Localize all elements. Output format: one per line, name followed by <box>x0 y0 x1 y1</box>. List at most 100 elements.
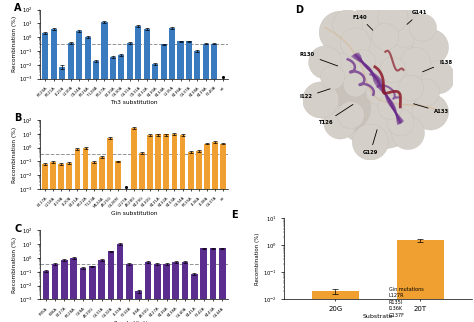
Bar <box>66 163 73 322</box>
Bar <box>204 144 210 322</box>
Circle shape <box>352 4 388 40</box>
Bar <box>173 262 179 322</box>
Circle shape <box>350 50 375 75</box>
Bar <box>210 248 216 322</box>
Bar <box>194 51 201 322</box>
Circle shape <box>412 29 448 65</box>
Bar <box>68 43 74 322</box>
Text: Gin mutations
L127R
R135I
I136K
G137F: Gin mutations L127R R135I I136K G137F <box>389 287 423 318</box>
Text: D: D <box>295 5 303 15</box>
Circle shape <box>421 61 455 94</box>
Text: G141: G141 <box>407 10 428 24</box>
Circle shape <box>352 124 388 160</box>
Y-axis label: Recombination (%): Recombination (%) <box>12 16 17 72</box>
Bar <box>51 29 57 322</box>
Circle shape <box>378 2 408 32</box>
Bar <box>91 162 97 322</box>
Bar <box>70 258 77 322</box>
Bar <box>191 274 198 322</box>
Bar <box>115 161 121 322</box>
Text: B: B <box>14 113 21 123</box>
Circle shape <box>302 82 339 118</box>
Bar <box>117 244 123 322</box>
Circle shape <box>372 23 399 50</box>
Circle shape <box>410 14 437 41</box>
Text: C: C <box>14 223 21 233</box>
Bar <box>147 135 153 322</box>
Y-axis label: Recombination (%): Recombination (%) <box>255 232 261 285</box>
Circle shape <box>380 57 406 83</box>
Ellipse shape <box>319 81 371 134</box>
Bar <box>180 135 185 322</box>
Circle shape <box>324 106 357 139</box>
Bar <box>84 37 91 322</box>
Bar <box>123 189 129 322</box>
Text: E: E <box>232 210 238 220</box>
Bar <box>136 291 142 322</box>
Bar <box>163 263 170 322</box>
Ellipse shape <box>324 21 438 149</box>
Bar <box>82 148 89 322</box>
Y-axis label: Recombination (%): Recombination (%) <box>12 127 17 183</box>
Bar <box>61 260 68 322</box>
Circle shape <box>412 94 448 130</box>
Bar <box>186 42 192 322</box>
Circle shape <box>385 8 425 47</box>
Bar <box>211 43 218 322</box>
Circle shape <box>392 117 425 150</box>
X-axis label: β substitution: β substitution <box>114 321 154 322</box>
Bar <box>98 260 105 322</box>
Bar <box>145 262 151 322</box>
Text: I138: I138 <box>422 60 452 72</box>
Bar <box>101 22 108 322</box>
Circle shape <box>412 79 439 106</box>
Bar <box>220 79 226 322</box>
Bar <box>131 128 137 322</box>
Circle shape <box>319 11 361 53</box>
Bar <box>123 189 129 322</box>
Bar <box>152 64 158 322</box>
Bar <box>43 271 49 322</box>
X-axis label: Tn3 substitution: Tn3 substitution <box>110 100 158 105</box>
Bar <box>212 142 218 322</box>
Bar <box>155 135 161 322</box>
Bar <box>144 29 150 322</box>
Bar <box>89 266 96 322</box>
Text: F140: F140 <box>353 15 373 30</box>
Bar <box>74 149 81 322</box>
Bar <box>397 241 444 322</box>
Bar <box>161 44 167 322</box>
Bar <box>107 138 113 322</box>
Y-axis label: Recombination (%): Recombination (%) <box>12 237 17 293</box>
Bar <box>59 67 65 322</box>
Bar <box>127 43 133 322</box>
Bar <box>219 248 226 322</box>
Circle shape <box>343 73 367 97</box>
Circle shape <box>333 10 363 40</box>
Bar <box>220 79 226 322</box>
Circle shape <box>321 65 345 90</box>
Circle shape <box>340 28 370 58</box>
Text: A133: A133 <box>414 104 448 115</box>
Bar <box>80 268 86 322</box>
Bar <box>50 162 56 322</box>
Bar <box>220 144 226 322</box>
Bar <box>76 31 82 322</box>
Bar <box>135 25 141 322</box>
Bar <box>118 55 125 322</box>
Bar <box>201 248 207 322</box>
Bar <box>99 157 105 322</box>
Bar <box>312 291 359 322</box>
Text: I122: I122 <box>299 89 330 99</box>
Bar <box>58 164 64 322</box>
Circle shape <box>398 75 424 101</box>
Text: A: A <box>14 3 21 13</box>
Bar <box>188 152 193 322</box>
Circle shape <box>309 46 342 79</box>
Bar <box>42 33 48 322</box>
Bar <box>177 42 183 322</box>
Bar <box>164 135 169 322</box>
Bar <box>182 262 189 322</box>
Circle shape <box>387 109 414 136</box>
Circle shape <box>401 47 430 77</box>
